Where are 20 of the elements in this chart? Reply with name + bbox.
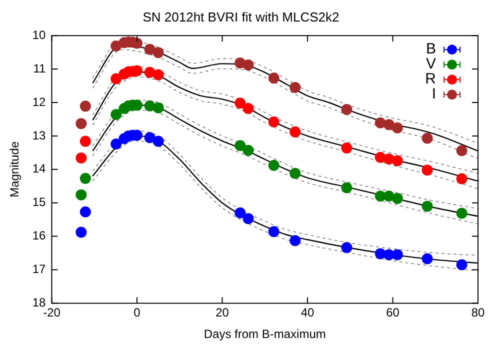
legend-label: I [432, 86, 436, 103]
y-tick-label: 10 [32, 28, 46, 42]
y-axis-title: Magnitude [8, 141, 22, 198]
y-tick-label: 17 [32, 262, 46, 276]
y-tick-label: 11 [33, 61, 46, 76]
y-tick-label: 16 [32, 228, 46, 243]
x-axis-title: Days from B-maximum [204, 327, 326, 342]
x-tick-label: 60 [386, 306, 400, 320]
legend-label: V [426, 56, 436, 73]
chart-title: SN 2012ht BVRI fit with MLCS2k2 [142, 9, 340, 24]
legend-label: R [425, 70, 436, 88]
x-tick-label: 80 [471, 306, 485, 320]
x-tick-label: 20 [216, 306, 230, 320]
legend-label: B [426, 40, 436, 58]
x-tick-label: 40 [300, 306, 314, 320]
y-tick-label: 13 [32, 128, 46, 142]
y-tick-label: 14 [32, 162, 46, 176]
x-tick-label: 0 [134, 306, 141, 320]
y-tick-label: 15 [32, 195, 46, 210]
y-tick-label: 12 [32, 94, 46, 109]
